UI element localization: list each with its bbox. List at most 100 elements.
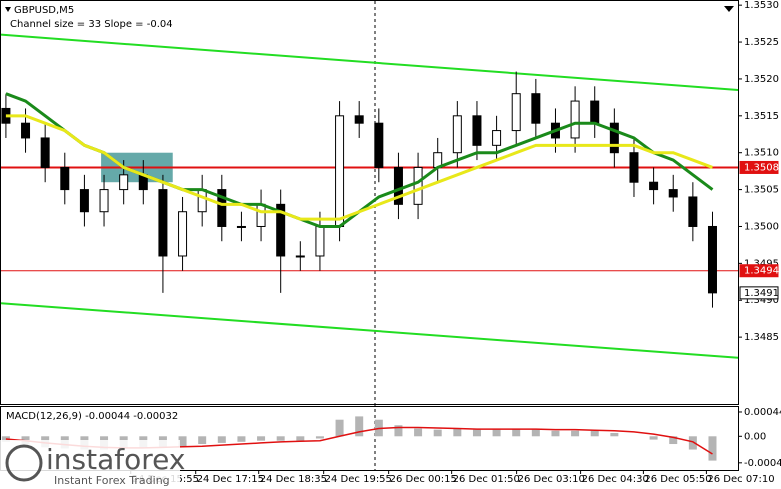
x-tick-label: 26 Dec 03:10 bbox=[518, 474, 585, 485]
x-tick-label: 26 Dec 04:30 bbox=[582, 474, 649, 485]
logo-tagline: Instant Forex Trading bbox=[54, 474, 170, 487]
y-tick-label: 1.3520 bbox=[744, 74, 779, 85]
candle-body bbox=[40, 137, 50, 168]
y-tick-label: 1.3495 bbox=[744, 258, 779, 269]
x-tick-label: 26 Dec 07:10 bbox=[707, 474, 774, 485]
candle-body bbox=[197, 189, 207, 213]
candle-body bbox=[393, 166, 403, 205]
level-label: 1.3491 bbox=[744, 288, 779, 299]
macd-bar bbox=[472, 429, 481, 437]
macd-bar bbox=[237, 436, 246, 442]
macd-bar bbox=[453, 428, 462, 437]
candle-body bbox=[413, 166, 423, 205]
y-tick-label: 1.3510 bbox=[744, 148, 779, 159]
candle-body bbox=[217, 189, 227, 227]
y-tick-label: 1.3490 bbox=[744, 295, 779, 306]
macd-bar bbox=[492, 429, 501, 437]
candle-body bbox=[649, 181, 659, 191]
macd-bar bbox=[198, 436, 207, 445]
chart-subtitle: Channel size = 33 Slope = -0.04 bbox=[10, 19, 173, 30]
candle-body bbox=[531, 93, 541, 124]
candle-body bbox=[236, 225, 246, 228]
x-tick-label: 26 Dec 05:50 bbox=[644, 474, 711, 485]
level-label: 1.3494 bbox=[744, 266, 779, 277]
macd-bar bbox=[315, 436, 324, 439]
logo-name: instaforex bbox=[46, 443, 185, 476]
logo-icon bbox=[5, 444, 43, 482]
candle-body bbox=[668, 189, 678, 198]
macd-bar bbox=[276, 436, 285, 441]
macd-bar bbox=[590, 430, 599, 437]
level-tag bbox=[739, 160, 779, 174]
macd-bar bbox=[649, 436, 658, 440]
macd-title: MACD(12,26,9) -0.00044 -0.00032 bbox=[6, 411, 178, 422]
dropdown-arrow bbox=[724, 6, 734, 12]
candle-body bbox=[609, 122, 619, 154]
candle-body bbox=[472, 115, 482, 146]
candle-body bbox=[511, 93, 521, 132]
candle-body bbox=[315, 225, 325, 257]
y-tick-label: 1.3530 bbox=[744, 0, 779, 11]
macd-bar bbox=[610, 432, 619, 437]
x-tick-label: 26 Dec 01:50 bbox=[453, 474, 520, 485]
macd-bar bbox=[512, 428, 521, 437]
candle-body bbox=[295, 255, 305, 258]
macd-bar bbox=[178, 436, 187, 447]
macd-bar bbox=[1, 436, 10, 442]
candle-body bbox=[452, 115, 462, 154]
candle-body bbox=[119, 174, 129, 191]
chart-title: GBPUSD,M5 bbox=[14, 5, 74, 16]
macd-bar bbox=[394, 425, 403, 437]
candle-body bbox=[629, 152, 639, 183]
y-tick-label: 1.3500 bbox=[744, 221, 779, 232]
level-tag bbox=[739, 286, 779, 300]
candle-body bbox=[374, 122, 384, 168]
macd-bar bbox=[688, 436, 697, 450]
y-tick-label: 1.3525 bbox=[744, 37, 779, 48]
macd-bar bbox=[414, 428, 423, 437]
candle-body bbox=[178, 211, 188, 257]
channel-line bbox=[0, 33, 739, 91]
candle-body bbox=[21, 122, 31, 139]
candle-body bbox=[60, 166, 70, 191]
candle-body bbox=[79, 189, 89, 213]
candle-body bbox=[688, 196, 698, 227]
macd-bar bbox=[433, 429, 442, 437]
y-tick-label: 1.3505 bbox=[744, 185, 779, 196]
level-label: 1.3508 bbox=[744, 162, 779, 173]
x-tick-label: 24 Dec 17:15 bbox=[197, 474, 264, 485]
candle-body bbox=[707, 225, 717, 294]
macd-bar bbox=[551, 430, 560, 437]
macd-bar bbox=[669, 436, 678, 445]
macd-bar bbox=[257, 436, 266, 441]
candle-body bbox=[99, 189, 109, 213]
x-tick-label: 24 Dec 19:55 bbox=[325, 474, 392, 485]
candle-body bbox=[492, 130, 502, 146]
y-tick-label: 1.3485 bbox=[744, 332, 779, 343]
macd-bar bbox=[296, 436, 305, 441]
candle-body bbox=[354, 115, 364, 124]
macd-tick-label: 0.00 bbox=[744, 431, 766, 442]
x-tick-label: 26 Dec 00:15 bbox=[390, 474, 457, 485]
macd-bar bbox=[217, 436, 226, 443]
x-tick-label: 24 Dec 18:35 bbox=[260, 474, 327, 485]
candle-body bbox=[335, 115, 345, 227]
candle-body bbox=[570, 100, 580, 139]
moving-average bbox=[5, 114, 714, 221]
macd-bar bbox=[708, 436, 717, 461]
macd-tick-label: 0.00044 bbox=[744, 407, 781, 418]
macd-bar bbox=[571, 430, 580, 437]
macd-tick-label: -0.00048 bbox=[744, 458, 781, 469]
macd-bar bbox=[355, 416, 364, 437]
y-tick-label: 1.3515 bbox=[744, 111, 779, 122]
candle-body bbox=[590, 100, 600, 124]
macd-bar bbox=[531, 429, 540, 437]
title-arrow bbox=[5, 7, 11, 12]
candle-body bbox=[256, 203, 266, 227]
macd-bar bbox=[335, 419, 344, 437]
level-tag bbox=[739, 264, 779, 278]
candle-body bbox=[276, 203, 286, 257]
candle-body bbox=[158, 189, 168, 257]
channel-line bbox=[0, 302, 739, 359]
